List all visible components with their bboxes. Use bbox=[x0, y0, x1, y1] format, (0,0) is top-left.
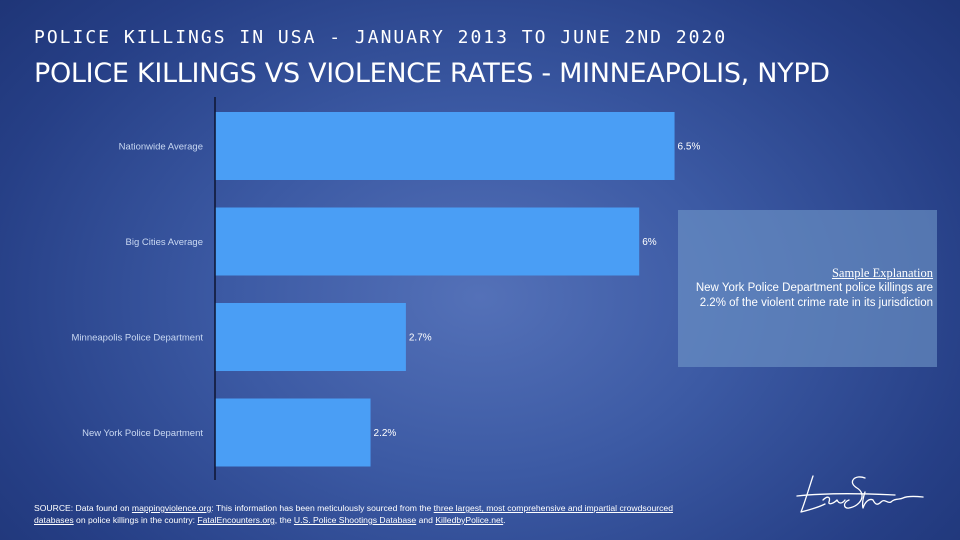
source-suffix: . bbox=[503, 515, 506, 525]
bar-big-cities-average bbox=[215, 207, 640, 276]
source-text-3: , the bbox=[274, 515, 294, 525]
category-label-big-cities-average: Big Cities Average bbox=[126, 237, 203, 248]
value-label-nationwide-average: 6.5% bbox=[678, 142, 701, 153]
chart-supertitle: POLICE KILLINGS IN USA - JANUARY 2013 TO… bbox=[34, 27, 728, 48]
source-link-fatalencounters[interactable]: FatalEncounters.org bbox=[197, 515, 275, 525]
bar-new-york-police-department bbox=[215, 398, 371, 467]
source-link-killedbypolice[interactable]: KilledbyPolice.net bbox=[435, 515, 504, 525]
source-text-1: : This information has been meticulously… bbox=[211, 503, 434, 513]
source-text-4: and bbox=[416, 515, 436, 525]
source-text-2: on police killings in the country: bbox=[73, 515, 198, 525]
explanation-box: Sample Explanation New York Police Depar… bbox=[678, 210, 937, 367]
value-label-minneapolis-police-department: 2.7% bbox=[409, 333, 432, 344]
category-label-nationwide-average: Nationwide Average bbox=[119, 142, 203, 153]
value-label-new-york-police-department: 2.2% bbox=[374, 428, 397, 439]
explanation-line-1: New York Police Department police killin… bbox=[695, 282, 933, 294]
source-note: SOURCE: Data found on mappingviolence.or… bbox=[34, 502, 674, 526]
category-label-minneapolis-police-department: Minneapolis Police Department bbox=[72, 333, 204, 344]
category-label-new-york-police-department: New York Police Department bbox=[82, 428, 203, 439]
source-link-police-shootings-db[interactable]: U.S. Police Shootings Database bbox=[293, 515, 417, 525]
source-prefix: SOURCE: Data found on bbox=[34, 503, 132, 513]
source-link-databases[interactable]: three largest, most comprehensive and im… bbox=[34, 503, 673, 525]
explanation-line-2: 2.2% of the violent crime rate in its ju… bbox=[699, 297, 933, 309]
source-link-mappingviolence[interactable]: mappingviolence.org bbox=[131, 503, 212, 513]
bar-minneapolis-police-department bbox=[215, 303, 406, 371]
bar-nationwide-average bbox=[215, 112, 675, 180]
chart-title: POLICE KILLINGS VS VIOLENCE RATES - MINN… bbox=[34, 58, 830, 89]
handwritten-signature-icon bbox=[795, 466, 930, 526]
value-label-big-cities-average: 6% bbox=[642, 237, 657, 248]
explanation-title: Sample Explanation bbox=[831, 266, 933, 280]
